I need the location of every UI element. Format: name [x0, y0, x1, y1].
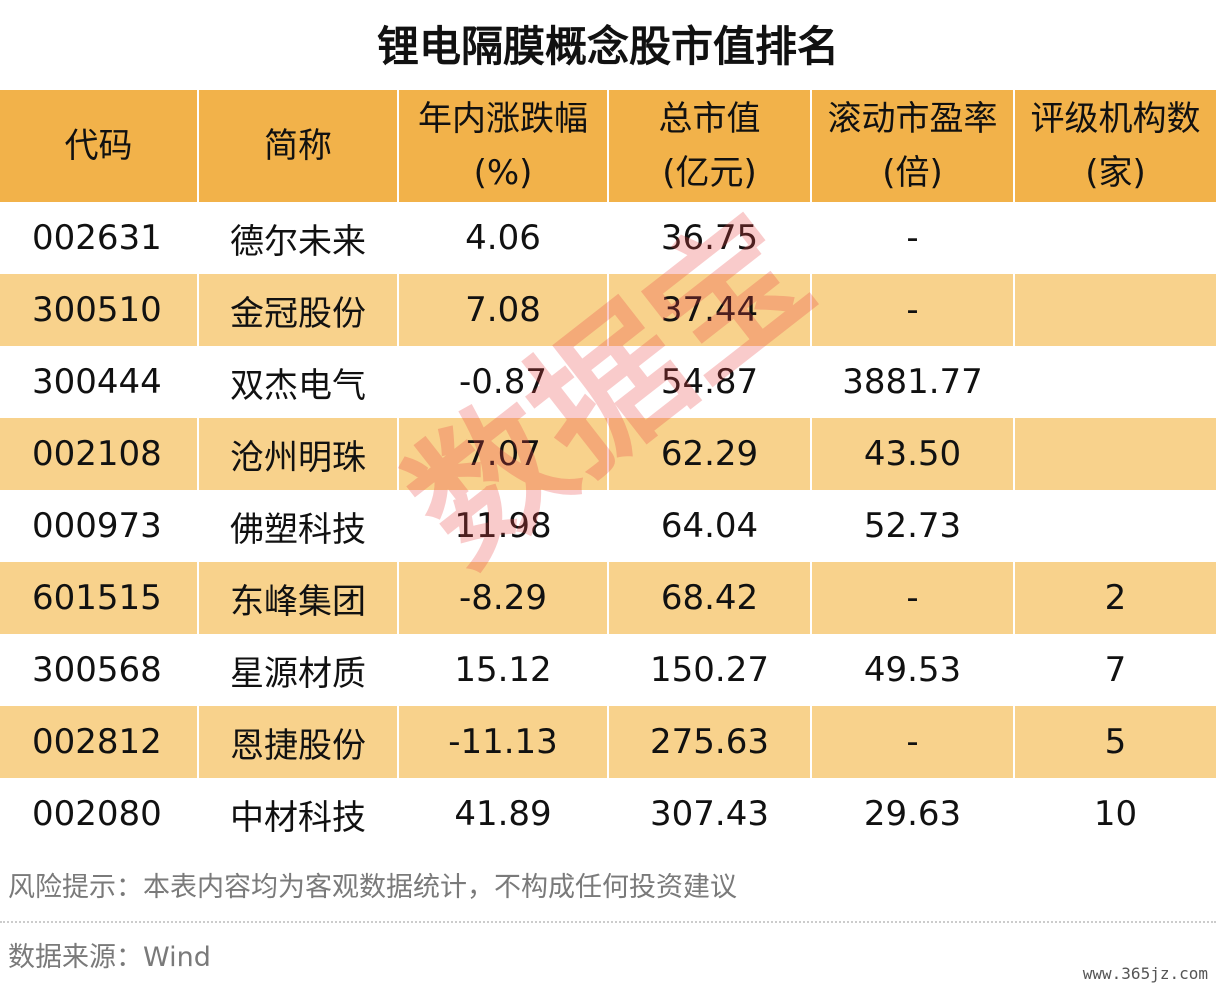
cell-code: 002631 [0, 202, 199, 274]
cell-code: 000973 [0, 490, 199, 562]
cell-market-cap: 36.75 [608, 202, 812, 274]
cell-ratings: 7 [1104, 650, 1127, 690]
cell-name: 双杰电气 [198, 346, 399, 418]
table-row: 300568 星源材质 15.12 150.27 49.53 7 [0, 634, 1216, 706]
cell-name: 沧州明珠 [198, 418, 399, 490]
cell-name: 德尔未来 [198, 202, 399, 274]
cell-name: 恩捷股份 [198, 706, 399, 778]
cell-code: 002812 [0, 706, 199, 778]
cell-code: 300444 [0, 346, 199, 418]
cell-market-cap: 307.43 [608, 778, 812, 850]
cell-code: 002080 [0, 778, 199, 850]
cell-change: -8.29 [398, 562, 609, 634]
cell-code: 002108 [0, 418, 199, 490]
cell-name: 金冠股份 [198, 274, 399, 346]
cell-code: 300568 [0, 634, 199, 706]
cell-market-cap: 68.42 [608, 562, 812, 634]
cell-ratings [1014, 418, 1216, 490]
cell-change: 7.08 [398, 274, 609, 346]
cell-code: 601515 [0, 562, 199, 634]
table-row: 300510 金冠股份 7.08 37.44 - [0, 274, 1216, 346]
header-change: 年内涨跌幅 (%) [398, 90, 609, 202]
cell-pe: - [811, 274, 1015, 346]
cell-pe: 43.50 [811, 418, 1015, 490]
cell-pe: 49.53 [811, 634, 1015, 706]
cell-ratings [1014, 274, 1216, 346]
site-watermark: www.365jz.com [1082, 964, 1208, 983]
cell-pe: - [811, 562, 1015, 634]
risk-note: 风险提示：本表内容均为客观数据统计，不构成任何投资建议 [8, 872, 737, 903]
cell-market-cap: 275.63 [608, 706, 812, 778]
cell-change: -0.87 [398, 346, 609, 418]
cell-market-cap: 62.29 [608, 418, 812, 490]
cell-change: 7.07 [398, 418, 609, 490]
header-name: 简称 [198, 90, 399, 202]
cell-pe: 52.73 [811, 490, 1015, 562]
cell-pe: 29.63 [811, 778, 1015, 850]
cell-pe: - [811, 202, 1015, 274]
cell-market-cap: 54.87 [608, 346, 812, 418]
table-row: 000973 佛塑科技 11.98 64.04 52.73 [0, 490, 1216, 562]
source-note: 数据来源：Wind [8, 942, 211, 973]
cell-market-cap: 64.04 [608, 490, 812, 562]
cell-change: 15.12 [398, 634, 609, 706]
cell-ratings: 10 [1093, 794, 1138, 834]
table-row: 300444 双杰电气 -0.87 54.87 3881.77 [0, 346, 1216, 418]
market-cap-table: 代码 简称 年内涨跌幅 (%) 总市值 (亿元) 滚动市盈率 (倍) 评级机构数 (家)… [0, 90, 1216, 850]
cell-name: 中材科技 [198, 778, 399, 850]
cell-name: 东峰集团 [198, 562, 399, 634]
header-ratings: 评级机构数 (家) [1014, 90, 1216, 202]
cell-ratings: 2 [1014, 562, 1216, 634]
table-row: 002080 中材科技 41.89 307.43 29.63 10 [0, 778, 1216, 850]
cell-change: 41.89 [398, 778, 609, 850]
cell-market-cap: 37.44 [608, 274, 812, 346]
cell-ratings: 5 [1014, 706, 1216, 778]
table-row: 002108 沧州明珠 7.07 62.29 43.50 [0, 418, 1216, 490]
cell-change: 11.98 [398, 490, 609, 562]
table-row: 601515 东峰集团 -8.29 68.42 - 2 [0, 562, 1216, 634]
cell-name: 佛塑科技 [198, 490, 399, 562]
cell-change: -11.13 [398, 706, 609, 778]
cell-ratings [1014, 346, 1216, 418]
header-code: 代码 [0, 90, 199, 202]
cell-ratings [1014, 490, 1216, 562]
cell-name: 星源材质 [198, 634, 399, 706]
header-market-cap: 总市值 (亿元) [608, 90, 812, 202]
cell-code: 300510 [0, 274, 199, 346]
cell-pe: 3881.77 [811, 346, 1015, 418]
cell-change: 4.06 [398, 202, 609, 274]
table-row: 002812 恩捷股份 -11.13 275.63 - 5 [0, 706, 1216, 778]
cell-market-cap: 150.27 [608, 634, 812, 706]
header-row: 代码 简称 年内涨跌幅 (%) 总市值 (亿元) 滚动市盈率 (倍) 评级机构数 (家) [0, 90, 1216, 202]
cell-pe: - [811, 706, 1015, 778]
header-pe: 滚动市盈率 (倍) [811, 90, 1015, 202]
page-title: 锂电隔膜概念股市值排名 [376, 22, 839, 71]
divider [0, 921, 1216, 923]
table-row: 002631 德尔未来 4.06 36.75 - [0, 202, 1216, 274]
cell-ratings [1014, 202, 1216, 274]
